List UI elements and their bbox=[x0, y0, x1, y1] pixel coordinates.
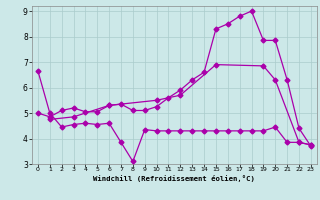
X-axis label: Windchill (Refroidissement éolien,°C): Windchill (Refroidissement éolien,°C) bbox=[93, 175, 255, 182]
